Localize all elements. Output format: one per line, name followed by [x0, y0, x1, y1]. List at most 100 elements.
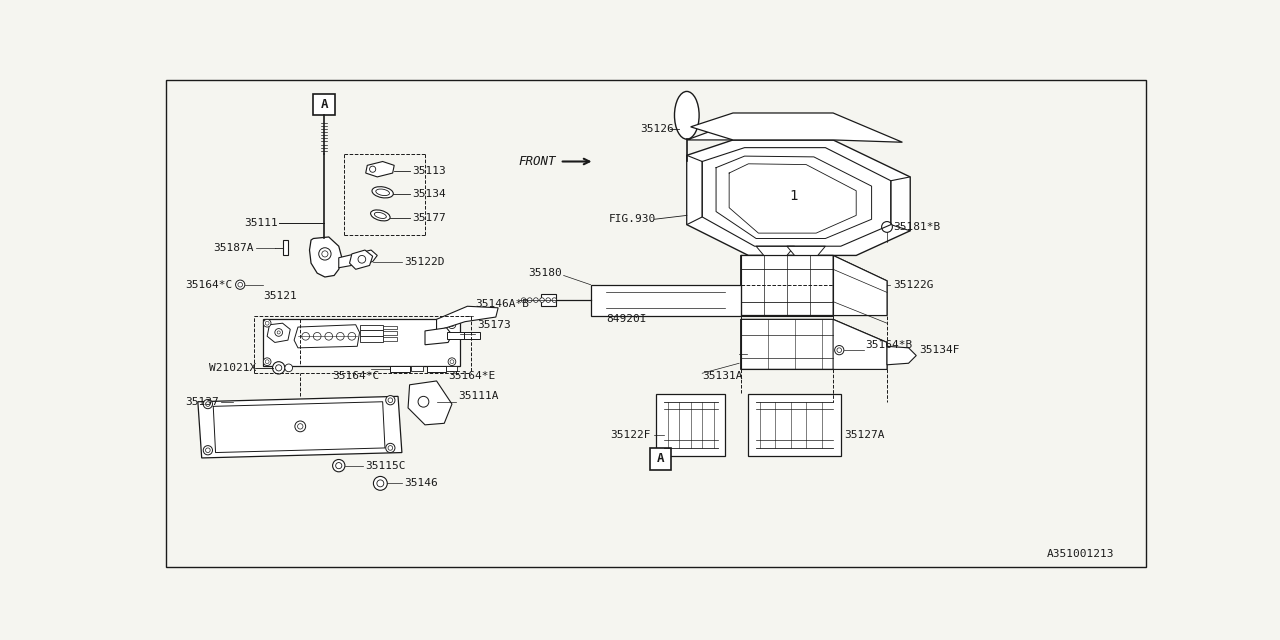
Text: 35164*C: 35164*C — [184, 280, 232, 290]
Circle shape — [206, 448, 210, 452]
Circle shape — [385, 396, 396, 405]
Circle shape — [297, 424, 303, 429]
Polygon shape — [283, 240, 288, 255]
Text: A: A — [320, 98, 328, 111]
Circle shape — [451, 323, 454, 326]
Text: 35115C: 35115C — [366, 461, 406, 470]
Circle shape — [321, 251, 328, 257]
Circle shape — [388, 445, 393, 451]
Text: 35111A: 35111A — [458, 391, 499, 401]
Polygon shape — [887, 346, 916, 365]
Circle shape — [294, 421, 306, 432]
Polygon shape — [425, 328, 452, 345]
Circle shape — [370, 166, 376, 172]
Bar — [447, 332, 463, 339]
Circle shape — [388, 398, 393, 403]
Polygon shape — [349, 250, 372, 269]
Circle shape — [275, 365, 282, 371]
Text: 35181*B: 35181*B — [893, 222, 941, 232]
Polygon shape — [268, 323, 291, 342]
Bar — [360, 324, 383, 330]
Circle shape — [204, 399, 212, 409]
Text: 35146: 35146 — [404, 478, 438, 488]
Circle shape — [264, 319, 271, 327]
Bar — [390, 366, 410, 372]
Polygon shape — [691, 113, 902, 142]
Circle shape — [314, 332, 321, 340]
Ellipse shape — [371, 210, 390, 221]
Text: 35134F: 35134F — [919, 345, 960, 355]
Polygon shape — [540, 294, 556, 307]
Text: 35173: 35173 — [477, 320, 511, 330]
Text: 35164*C: 35164*C — [333, 371, 380, 381]
Circle shape — [337, 332, 344, 340]
Ellipse shape — [376, 189, 389, 196]
Circle shape — [206, 402, 210, 406]
Circle shape — [419, 396, 429, 407]
Bar — [426, 366, 445, 372]
Circle shape — [325, 332, 333, 340]
Polygon shape — [657, 394, 726, 456]
Text: 35122G: 35122G — [893, 280, 933, 290]
Circle shape — [837, 348, 841, 353]
Text: 35121: 35121 — [264, 291, 297, 301]
Text: FIG.930: FIG.930 — [608, 214, 655, 224]
Polygon shape — [687, 140, 910, 255]
Polygon shape — [366, 161, 394, 177]
Circle shape — [540, 298, 544, 303]
Circle shape — [273, 362, 285, 374]
Text: 35146A*B: 35146A*B — [475, 299, 529, 309]
Circle shape — [385, 444, 396, 452]
Circle shape — [335, 463, 342, 468]
Text: 35113: 35113 — [412, 166, 445, 176]
Polygon shape — [590, 285, 741, 316]
Polygon shape — [198, 396, 402, 458]
Polygon shape — [833, 255, 887, 316]
Circle shape — [278, 331, 280, 334]
Text: 35127A: 35127A — [845, 430, 886, 440]
Polygon shape — [749, 394, 841, 456]
Bar — [650, 448, 672, 470]
Circle shape — [265, 321, 269, 325]
Circle shape — [236, 280, 244, 289]
Bar — [383, 326, 397, 330]
Ellipse shape — [372, 187, 393, 198]
Text: 35111: 35111 — [244, 218, 278, 228]
Circle shape — [451, 360, 454, 364]
Text: 35187A: 35187A — [214, 243, 253, 253]
Polygon shape — [687, 123, 833, 140]
Polygon shape — [339, 250, 378, 268]
Circle shape — [333, 460, 344, 472]
Polygon shape — [264, 319, 460, 365]
Text: 35126: 35126 — [640, 124, 675, 134]
Text: 35134: 35134 — [412, 189, 445, 199]
Circle shape — [376, 480, 384, 487]
Circle shape — [545, 298, 550, 303]
Bar — [360, 336, 383, 342]
Circle shape — [264, 358, 271, 365]
Text: W21021X: W21021X — [210, 363, 257, 373]
Text: 35122F: 35122F — [609, 430, 650, 440]
Bar — [463, 332, 480, 339]
Circle shape — [348, 332, 356, 340]
Polygon shape — [787, 246, 826, 255]
Circle shape — [204, 445, 212, 455]
Polygon shape — [408, 381, 452, 425]
Text: 84920I: 84920I — [607, 314, 648, 324]
Text: FRONT: FRONT — [518, 155, 556, 168]
Circle shape — [285, 364, 293, 372]
Circle shape — [302, 332, 310, 340]
Polygon shape — [891, 177, 910, 231]
Text: 35137: 35137 — [184, 397, 219, 407]
Bar — [314, 93, 335, 115]
Polygon shape — [436, 307, 498, 331]
Ellipse shape — [675, 92, 699, 139]
Bar — [445, 366, 457, 371]
Polygon shape — [756, 246, 795, 255]
Circle shape — [275, 328, 283, 336]
Text: 1: 1 — [788, 189, 797, 203]
Polygon shape — [741, 255, 887, 316]
Polygon shape — [310, 237, 342, 277]
Circle shape — [534, 298, 538, 303]
Circle shape — [358, 255, 366, 263]
